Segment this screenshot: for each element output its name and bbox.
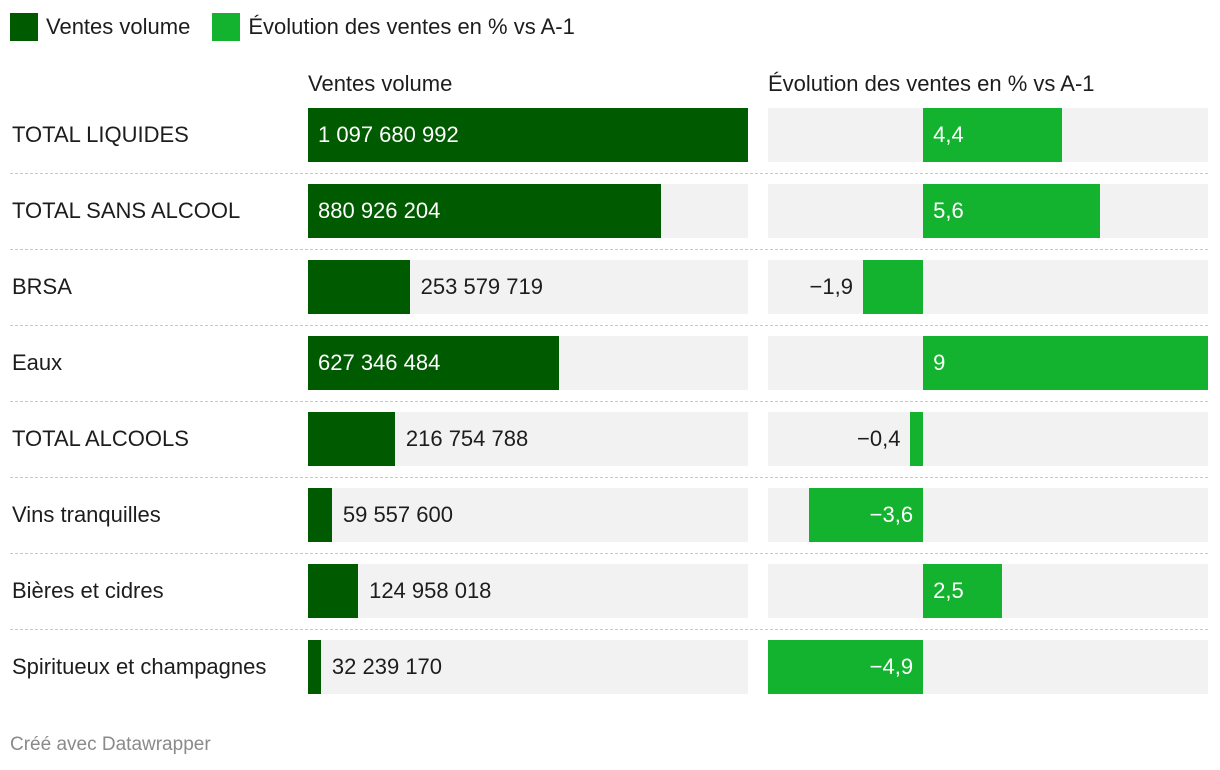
credit-footer: Créé avec Datawrapper [10, 734, 211, 755]
chart-row: Eaux 627 346 484 9 [10, 336, 1208, 390]
volume-value-label: 124 958 018 [369, 578, 492, 603]
evolution-track [768, 412, 1208, 466]
volume-value-label: 253 579 719 [420, 274, 543, 299]
volume-bar [308, 260, 410, 314]
row-separator [10, 629, 1208, 630]
evolution-bar [923, 108, 1063, 162]
evolution-value-label: 9 [933, 350, 946, 375]
legend-swatch-volume [10, 13, 38, 41]
chart-row: TOTAL LIQUIDES 1 097 680 992 4,4 [10, 108, 1208, 162]
volume-value-label: 627 346 484 [318, 350, 441, 375]
evolution-value-label: −3,6 [869, 502, 914, 527]
row-separator [10, 553, 1208, 554]
volume-bar [308, 336, 560, 390]
category-label: Spiritueux et champagnes [12, 654, 267, 679]
row-separator [10, 477, 1208, 478]
legend-swatch-evolution [212, 13, 241, 41]
legend-item-volume: Ventes volume [10, 13, 190, 41]
volume-value-label: 216 754 788 [405, 426, 529, 451]
chart-row: Vins tranquilles 59 557 600 −3,6 [10, 488, 1208, 542]
evolution-bar [923, 184, 1101, 238]
chart-row: TOTAL ALCOOLS 216 754 788 −0,4 [10, 412, 1208, 466]
row-separator [10, 249, 1208, 250]
row-separator [10, 401, 1208, 402]
chart-legend: Ventes volume Évolution des ventes en % … [10, 12, 597, 42]
column-header-volume: Ventes volume [308, 71, 453, 96]
evolution-bar [862, 260, 924, 314]
category-label: BRSA [12, 274, 72, 299]
evolution-bar [768, 640, 924, 694]
chart-row: TOTAL SANS ALCOOL 880 926 204 5,6 [10, 184, 1208, 238]
volume-track [308, 488, 748, 542]
volume-bar [308, 184, 662, 238]
volume-track [308, 640, 748, 694]
volume-bar [308, 640, 321, 694]
evolution-value-label: 4,4 [933, 122, 964, 147]
volume-value-label: 880 926 204 [318, 198, 441, 223]
category-label: TOTAL ALCOOLS [12, 426, 189, 451]
volume-bar [308, 564, 359, 618]
category-label: Eaux [12, 350, 63, 375]
volume-track [308, 564, 748, 618]
evolution-value-label: −0,4 [857, 426, 901, 451]
volume-bar [308, 488, 332, 542]
category-label: TOTAL LIQUIDES [12, 122, 189, 147]
legend-label-evolution: Évolution des ventes en % vs A-1 [248, 14, 575, 39]
evolution-bar [923, 564, 1003, 618]
evolution-value-label: −4,9 [869, 654, 914, 679]
evolution-bar [809, 488, 924, 542]
volume-value-label: 59 557 600 [342, 502, 453, 527]
volume-bar [308, 108, 748, 162]
evolution-bar [923, 336, 1208, 390]
legend-label-volume: Ventes volume [46, 14, 191, 39]
legend-item-evolution: Évolution des ventes en % vs A-1 [212, 13, 575, 41]
volume-value-label: 32 239 170 [331, 654, 443, 679]
evolution-value-label: 5,6 [933, 198, 964, 223]
row-separator [10, 325, 1208, 326]
chart-row: BRSA 253 579 719 −1,9 [10, 260, 1208, 314]
evolution-value-label: −1,9 [809, 274, 853, 299]
chart-row: Spiritueux et champagnes 32 239 170 −4,9 [10, 640, 1208, 694]
category-label: TOTAL SANS ALCOOL [12, 198, 241, 223]
volume-value-label: 1 097 680 992 [318, 122, 459, 147]
category-label: Bières et cidres [12, 578, 164, 603]
evolution-track [768, 260, 1208, 314]
evolution-value-label: 2,5 [933, 578, 964, 603]
chart-row: Bières et cidres 124 958 018 2,5 [10, 564, 1208, 618]
evolution-bar [910, 412, 924, 466]
volume-bar [308, 412, 395, 466]
column-header-evolution: Évolution des ventes en % vs A-1 [768, 71, 1095, 96]
category-label: Vins tranquilles [12, 502, 161, 527]
row-separator [10, 173, 1208, 174]
